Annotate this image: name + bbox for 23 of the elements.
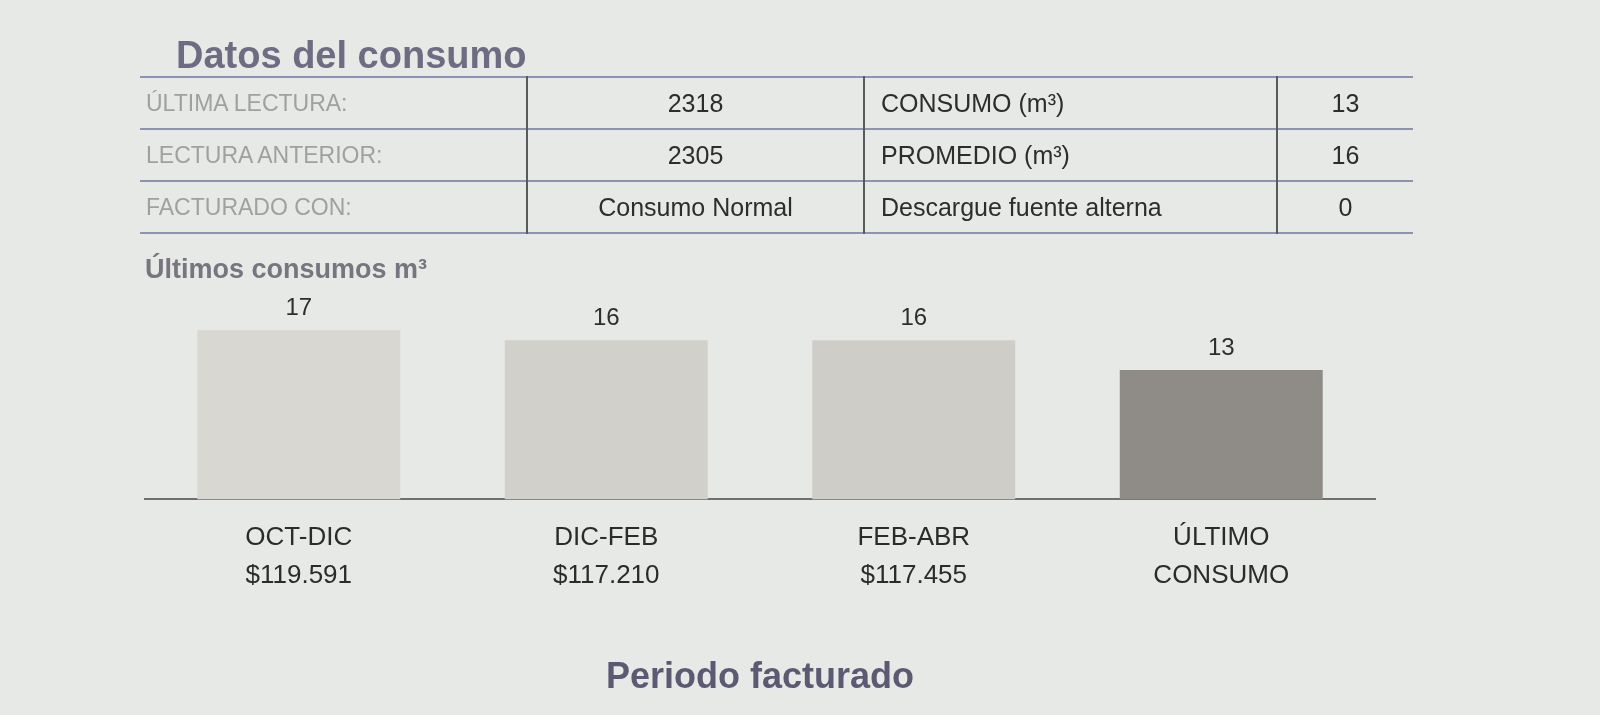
text: PROMEDIO (m³) bbox=[864, 129, 1277, 181]
data-label: 13 bbox=[1207, 332, 1235, 360]
data-label: 17 bbox=[285, 292, 313, 320]
x-tick-label: DIC-FEB $117.210 bbox=[552, 521, 660, 590]
text: 2318 bbox=[527, 77, 864, 129]
text: 2305 bbox=[527, 129, 864, 181]
x-axis-title: Periodo facturado bbox=[605, 655, 915, 697]
text: Descargue fuente alterna bbox=[864, 181, 1277, 233]
data-label: 16 bbox=[592, 302, 620, 330]
text: LECTURA ANTERIOR: bbox=[145, 140, 384, 170]
x-tick-label: FEB-ABR $117.455 bbox=[857, 521, 971, 590]
chart-title: Últimos consumos m³ bbox=[145, 252, 428, 284]
text: 13 bbox=[1277, 77, 1413, 129]
text: 16 bbox=[1277, 129, 1413, 181]
x-tick-label: ÚLTIMO CONSUMO bbox=[1153, 521, 1290, 590]
text: FACTURADO CON: bbox=[145, 192, 353, 222]
data-label: 16 bbox=[900, 302, 928, 330]
text: Datos del consumo bbox=[176, 34, 528, 76]
text: ÚLTIMA LECTURA: bbox=[145, 88, 349, 118]
text: CONSUMO (m³) bbox=[864, 77, 1277, 129]
text: Consumo Normal bbox=[527, 181, 864, 233]
text: 0 bbox=[1277, 181, 1413, 233]
x-tick-label: OCT-DIC $119.591 bbox=[245, 521, 353, 590]
